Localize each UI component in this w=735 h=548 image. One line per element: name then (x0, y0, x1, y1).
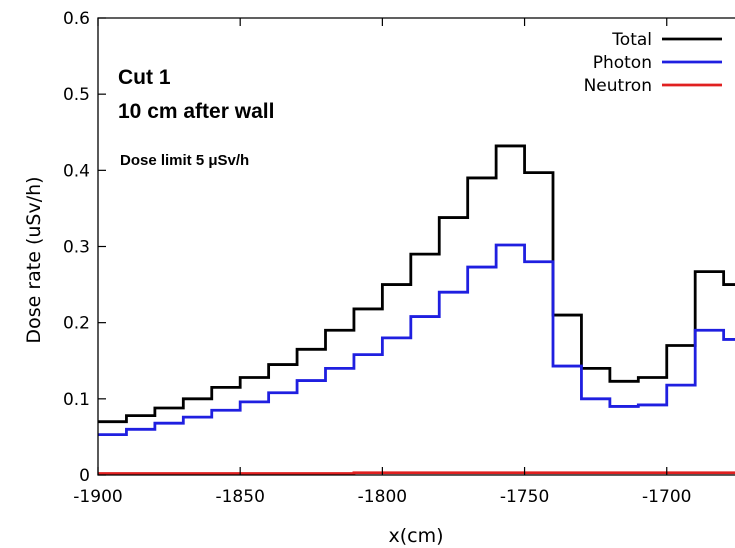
y-axis-ticks: 0 0.1 0.2 0.3 0.4 0.5 0.6 (63, 9, 106, 486)
y-tick-label: 0.1 (63, 390, 90, 410)
x-tick-label: -1900 (73, 487, 122, 507)
annotation-cut: Cut 1 (118, 66, 171, 89)
y-axis-label: Dose rate (uSv/h) (23, 176, 45, 343)
series-line-total (98, 144, 735, 424)
y-tick-label: 0.3 (63, 238, 90, 258)
legend: Total Photon Neutron (584, 30, 722, 96)
series-line-neutron (98, 471, 735, 475)
y-tick-label: 0.4 (63, 161, 90, 181)
legend-label-photon: Photon (593, 53, 652, 73)
y-tick-label: 0.5 (63, 85, 90, 105)
y-tick-label: 0.2 (63, 314, 90, 334)
y-tick-label: 0.6 (63, 9, 90, 29)
legend-label-neutron: Neutron (584, 76, 652, 96)
x-tick-label: -1750 (500, 487, 549, 507)
x-axis-label: x(cm) (388, 525, 443, 547)
annotation-dose-limit: Dose limit 5 μSv/h (120, 152, 249, 169)
annotation-position: 10 cm after wall (118, 100, 274, 123)
legend-label-total: Total (611, 30, 652, 50)
x-tick-label: -1850 (215, 487, 264, 507)
x-tick-label: -1800 (358, 487, 407, 507)
x-axis-ticks: -1900 -1850 -1800 -1750 -1700 (73, 18, 691, 507)
plot-lines (98, 144, 735, 475)
y-tick-label: 0 (79, 466, 90, 486)
x-tick-label: -1700 (642, 487, 691, 507)
series-line-photon (98, 243, 735, 437)
